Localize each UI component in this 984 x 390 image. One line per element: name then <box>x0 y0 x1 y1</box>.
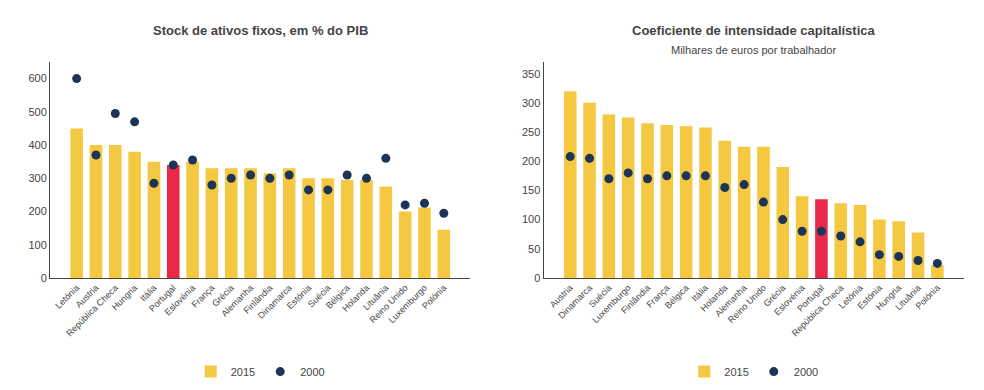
svg-text:Luxemburgo: Luxemburgo <box>590 283 632 325</box>
svg-text:50: 50 <box>528 243 540 255</box>
svg-text:200: 200 <box>522 155 540 167</box>
svg-text:Austria: Austria <box>548 283 575 310</box>
svg-text:Reino Unido: Reino Unido <box>368 283 410 325</box>
svg-text:Bélgica: Bélgica <box>324 283 352 311</box>
svg-text:Itália: Itália <box>138 283 159 304</box>
svg-text:100: 100 <box>522 213 540 225</box>
svg-text:Alemanha: Alemanha <box>713 283 749 319</box>
svg-text:Stock de ativos fixos, em % do: Stock de ativos fixos, em % do PIB <box>153 23 368 38</box>
svg-text:350: 350 <box>522 68 540 80</box>
svg-text:Dinamarca: Dinamarca <box>256 283 294 321</box>
svg-text:Bélgica: Bélgica <box>663 283 691 311</box>
svg-text:Portugal: Portugal <box>147 283 178 314</box>
svg-text:2015: 2015 <box>724 366 748 378</box>
svg-text:2015: 2015 <box>231 366 255 378</box>
svg-text:Estónia: Estónia <box>285 283 313 311</box>
svg-text:Hungria: Hungria <box>874 283 903 312</box>
svg-text:França: França <box>190 283 217 310</box>
svg-text:Coeficiente de intensidade cap: Coeficiente de intensidade capitalística <box>632 23 876 38</box>
svg-text:Lituânia: Lituânia <box>893 283 922 312</box>
svg-text:Eslovénia: Eslovénia <box>772 283 807 318</box>
svg-text:300: 300 <box>522 97 540 109</box>
svg-text:Milhares de euros por trabalha: Milhares de euros por trabalhador <box>671 44 836 56</box>
svg-text:Lituânia: Lituânia <box>361 283 390 312</box>
svg-text:Finlândia: Finlândia <box>619 283 652 316</box>
svg-text:Hungria: Hungria <box>110 283 139 312</box>
svg-text:200: 200 <box>28 205 46 217</box>
svg-text:Alemanha: Alemanha <box>219 283 255 319</box>
svg-text:Estónia: Estónia <box>856 283 884 311</box>
svg-text:Luxemburgo: Luxemburgo <box>387 283 429 325</box>
svg-text:2000: 2000 <box>794 366 818 378</box>
svg-text:400: 400 <box>28 139 46 151</box>
svg-text:Grécia: Grécia <box>210 283 236 309</box>
svg-text:Finlândia: Finlândia <box>242 283 275 316</box>
svg-text:Suécia: Suécia <box>306 283 333 310</box>
svg-text:2000: 2000 <box>300 366 324 378</box>
svg-text:150: 150 <box>522 184 540 196</box>
svg-text:Polónia: Polónia <box>914 283 942 311</box>
svg-text:Polónia: Polónia <box>420 283 448 311</box>
svg-text:República Checa: República Checa <box>64 283 120 339</box>
svg-text:Itália: Itália <box>690 283 711 304</box>
svg-text:Holanda: Holanda <box>699 283 730 314</box>
svg-text:0: 0 <box>41 272 47 284</box>
svg-text:Eslovénia: Eslovénia <box>163 283 198 318</box>
svg-text:Reino Unido: Reino Unido <box>726 283 768 325</box>
svg-text:Suécia: Suécia <box>587 283 614 310</box>
svg-text:0: 0 <box>534 272 540 284</box>
svg-text:França: França <box>645 283 672 310</box>
svg-text:Dinamarca: Dinamarca <box>556 283 594 321</box>
svg-text:600: 600 <box>28 72 46 84</box>
svg-text:República Checa: República Checa <box>790 283 846 339</box>
svg-text:Austria: Austria <box>74 283 101 310</box>
svg-text:500: 500 <box>28 106 46 118</box>
svg-text:100: 100 <box>28 239 46 251</box>
svg-text:300: 300 <box>28 172 46 184</box>
svg-text:Grécia: Grécia <box>762 283 788 309</box>
svg-text:Portugal: Portugal <box>795 283 826 314</box>
svg-text:250: 250 <box>522 126 540 138</box>
svg-text:Holanda: Holanda <box>340 283 371 314</box>
svg-text:Letónia: Letónia <box>837 283 865 311</box>
svg-text:Letónia: Letónia <box>53 283 81 311</box>
